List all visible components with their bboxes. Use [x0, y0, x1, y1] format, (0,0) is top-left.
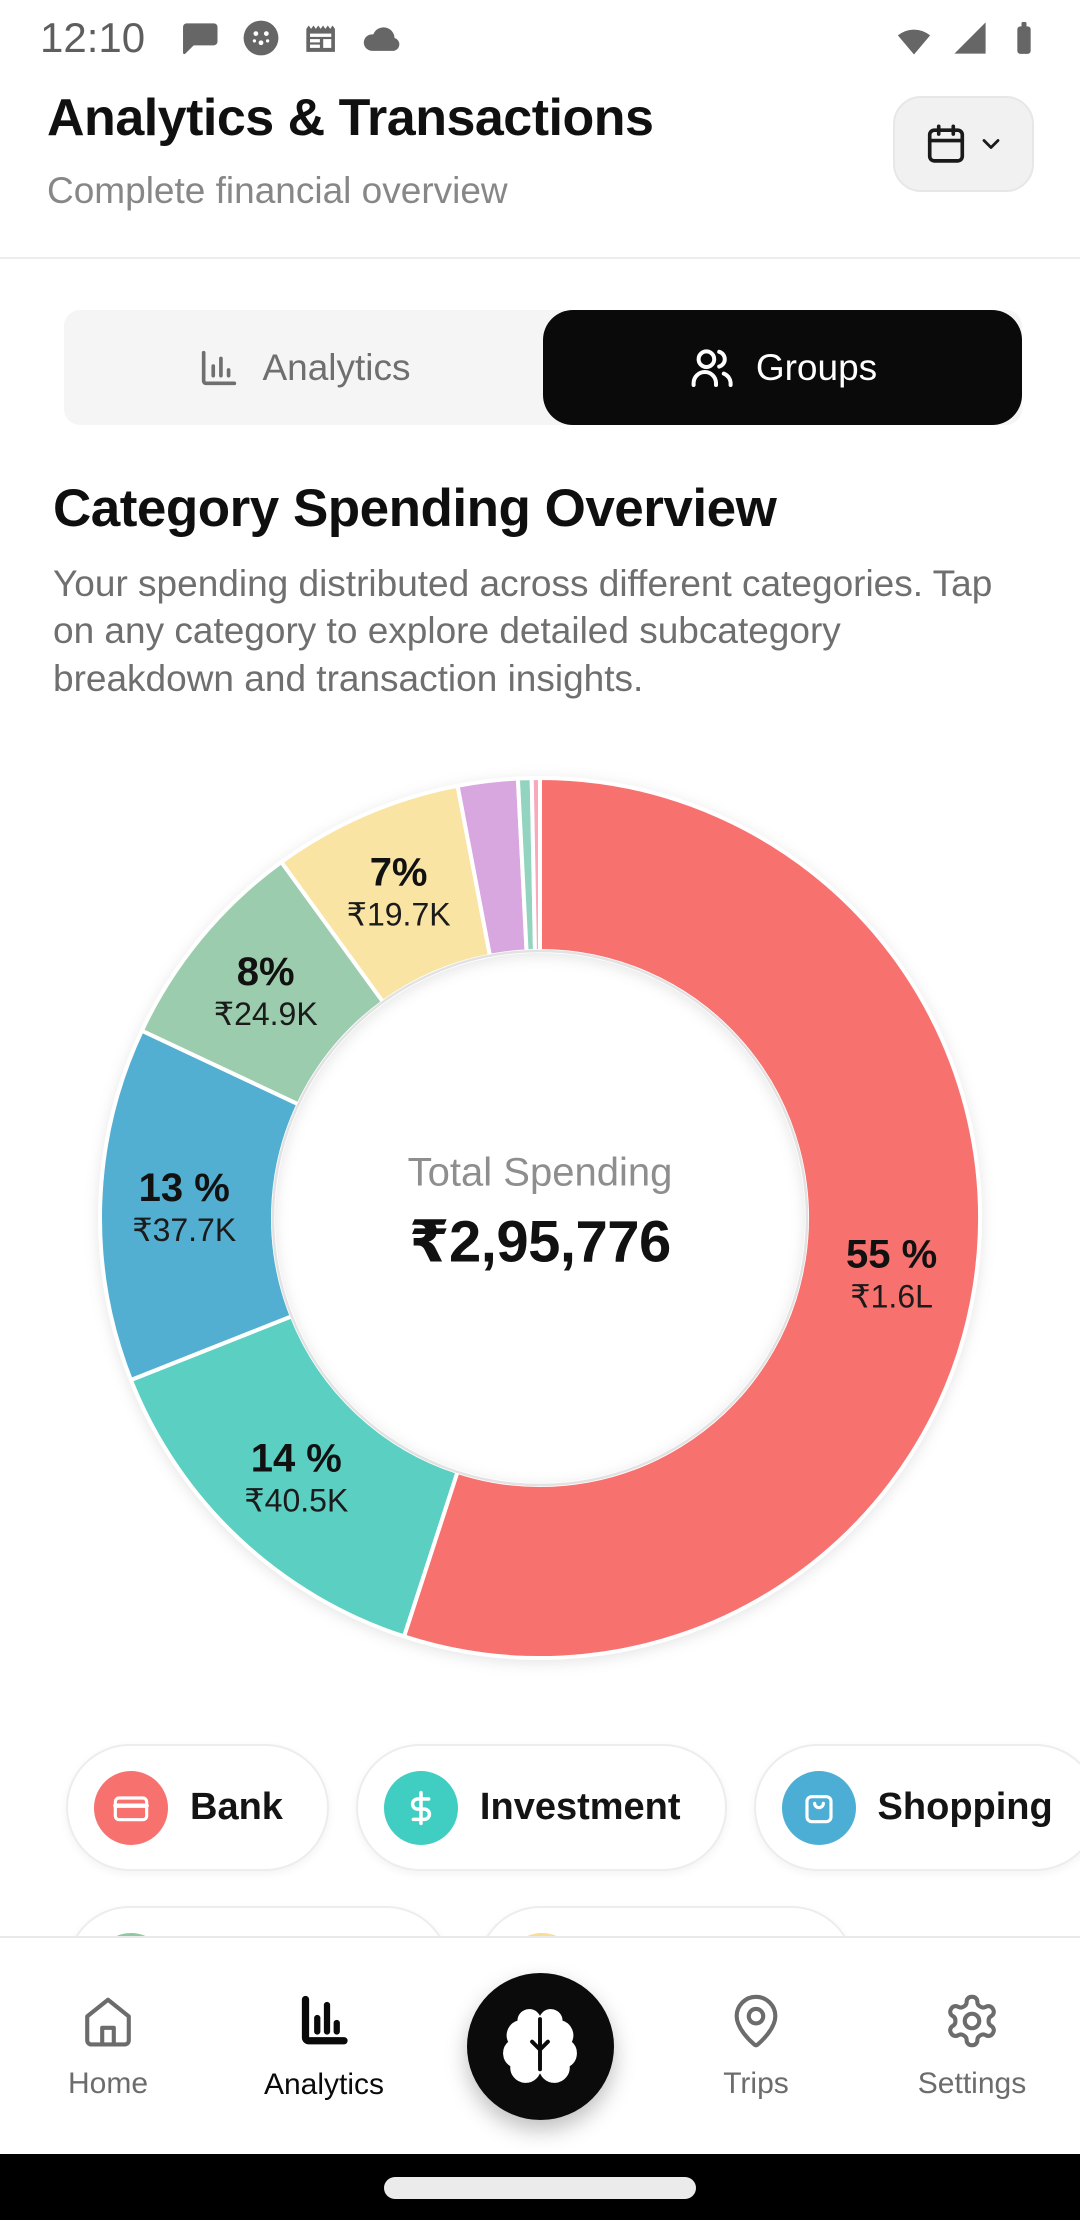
analytics-bars-icon — [294, 1991, 354, 2051]
page-title: Analytics & Transactions — [47, 89, 654, 147]
nav-label: Settings — [917, 2066, 1027, 2100]
section-description: Your spending distributed across differe… — [53, 563, 993, 699]
dollar-icon — [383, 1770, 458, 1845]
segment-value-label: ₹24.9K — [214, 996, 318, 1032]
segment-pct-label: 13 % — [139, 1166, 230, 1210]
signal-icon — [948, 16, 992, 60]
ai-assistant-button[interactable] — [466, 1972, 614, 2120]
battery-icon — [1004, 16, 1044, 60]
segment-pct-label: 8% — [237, 950, 295, 994]
chip-bank[interactable]: Bank — [66, 1744, 329, 1871]
brain-icon — [497, 2003, 583, 2089]
category-spending-chart: 55 % ₹1.6L 14 % ₹40.5K 13 % ₹37.7K 8% ₹24.9K 7% ₹… — [90, 768, 990, 1668]
tab-groups[interactable]: Groups — [543, 310, 1022, 425]
nav-item-settings[interactable]: Settings — [864, 1938, 1080, 2154]
segment-pct-label: 14 % — [251, 1437, 342, 1481]
date-range-button[interactable] — [893, 96, 1034, 192]
chevron-down-icon — [977, 130, 1005, 158]
donut-chart-svg: 55 %₹1.6L 14 %₹40.5K 13 %₹37.7K 8%₹24.9K 7%₹… — [98, 776, 982, 1660]
nav-label: Trips — [723, 2066, 789, 2100]
shopping-bag-icon — [781, 1770, 856, 1845]
notification-icons — [179, 16, 407, 60]
nav-item-analytics[interactable]: Analytics — [216, 1938, 432, 2154]
users-icon — [688, 344, 736, 392]
chip-label: Shopping — [877, 1786, 1053, 1828]
chip-label: Bank — [190, 1786, 283, 1828]
tab-label: Groups — [755, 346, 878, 388]
nav-item-home[interactable]: Home — [0, 1938, 216, 2154]
chip-label: Investment — [479, 1786, 681, 1828]
nav-item-trips[interactable]: Trips — [648, 1938, 864, 2154]
nav-fab-slot — [432, 1938, 648, 2154]
gesture-handle[interactable] — [384, 2177, 696, 2199]
system-gesture-bar — [0, 2154, 1080, 2220]
donut-inner-ring — [271, 949, 809, 1487]
system-status-icons — [892, 16, 1044, 60]
status-bar: 12:10 — [40, 8, 1044, 68]
segment-pct-label: 7% — [370, 850, 428, 894]
nav-label: Analytics — [263, 2067, 385, 2101]
segment-value-label: ₹37.7K — [132, 1212, 236, 1248]
tab-label: Analytics — [262, 346, 411, 388]
credit-card-icon — [94, 1770, 168, 1845]
header: Analytics & Transactions Complete financ… — [47, 88, 1034, 212]
face-icon — [239, 16, 283, 60]
bottom-navigation: Home Analytics Trips Settings — [0, 1936, 1080, 2154]
nav-label: Home — [67, 2066, 149, 2100]
tab-analytics[interactable]: Analytics — [64, 310, 543, 425]
header-text: Analytics & Transactions Complete financ… — [47, 88, 654, 212]
section-title: Category Spending Overview — [53, 479, 777, 538]
chip-investment[interactable]: Investment — [355, 1744, 727, 1871]
donut-segment[interactable] — [529, 776, 542, 954]
category-chips-row-1: Bank Investment Shopping — [66, 1744, 1080, 1871]
wifi-icon — [892, 16, 936, 60]
segment-pct-label: 55 % — [846, 1233, 937, 1277]
page-subtitle: Complete financial overview — [47, 170, 508, 211]
home-icon — [79, 1992, 137, 2050]
chat-icon — [179, 16, 223, 60]
view-tabs: Analytics Groups — [64, 310, 1022, 425]
map-pin-icon — [727, 1992, 785, 2050]
header-divider — [0, 257, 1080, 259]
gear-icon — [943, 1992, 1001, 2050]
segment-value-label: ₹1.6L — [850, 1279, 933, 1315]
segment-value-label: ₹19.7K — [347, 896, 451, 932]
bar-chart-icon — [196, 345, 242, 391]
status-time: 12:10 — [40, 14, 146, 61]
segment-value-label: ₹40.5K — [244, 1483, 348, 1519]
chip-shopping[interactable]: Shopping — [753, 1744, 1080, 1871]
news-icon — [299, 16, 343, 60]
calendar-icon — [923, 121, 969, 167]
cloud-icon — [359, 16, 407, 60]
